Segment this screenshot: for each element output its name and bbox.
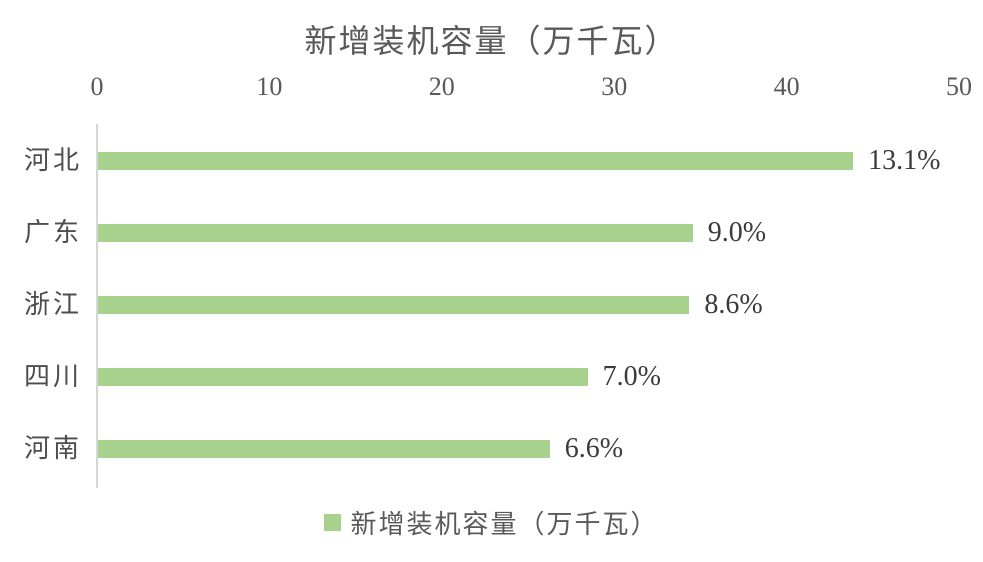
bar	[98, 368, 588, 386]
x-tick-label: 50	[946, 72, 972, 101]
bar	[98, 440, 550, 458]
x-tick-label: 10	[256, 72, 283, 101]
x-tick-label: 0	[90, 72, 104, 101]
category-label: 河北	[23, 146, 82, 175]
category-label: 河南	[23, 434, 82, 463]
legend-label: 新增装机容量（万千瓦）	[350, 510, 659, 539]
data-label: 6.6%	[564, 433, 624, 464]
data-label: 7.0%	[602, 361, 661, 392]
category-label: 浙江	[23, 290, 82, 319]
chart-title: 新增装机容量（万千瓦）	[304, 23, 679, 59]
x-tick-label: 30	[601, 72, 628, 101]
x-tick-label: 20	[428, 72, 455, 101]
data-label: 9.0%	[707, 217, 767, 248]
data-label: 13.1%	[868, 145, 941, 176]
bar	[98, 224, 693, 242]
legend-swatch-icon	[324, 514, 342, 531]
bar	[98, 152, 854, 170]
bar	[98, 296, 690, 314]
data-label: 8.6%	[704, 289, 763, 320]
y-axis-line	[96, 124, 98, 488]
x-tick-label: 40	[773, 72, 800, 101]
legend: 新增装机容量（万千瓦）	[0, 504, 983, 541]
category-label: 广东	[23, 218, 82, 247]
category-label: 四川	[23, 362, 82, 391]
